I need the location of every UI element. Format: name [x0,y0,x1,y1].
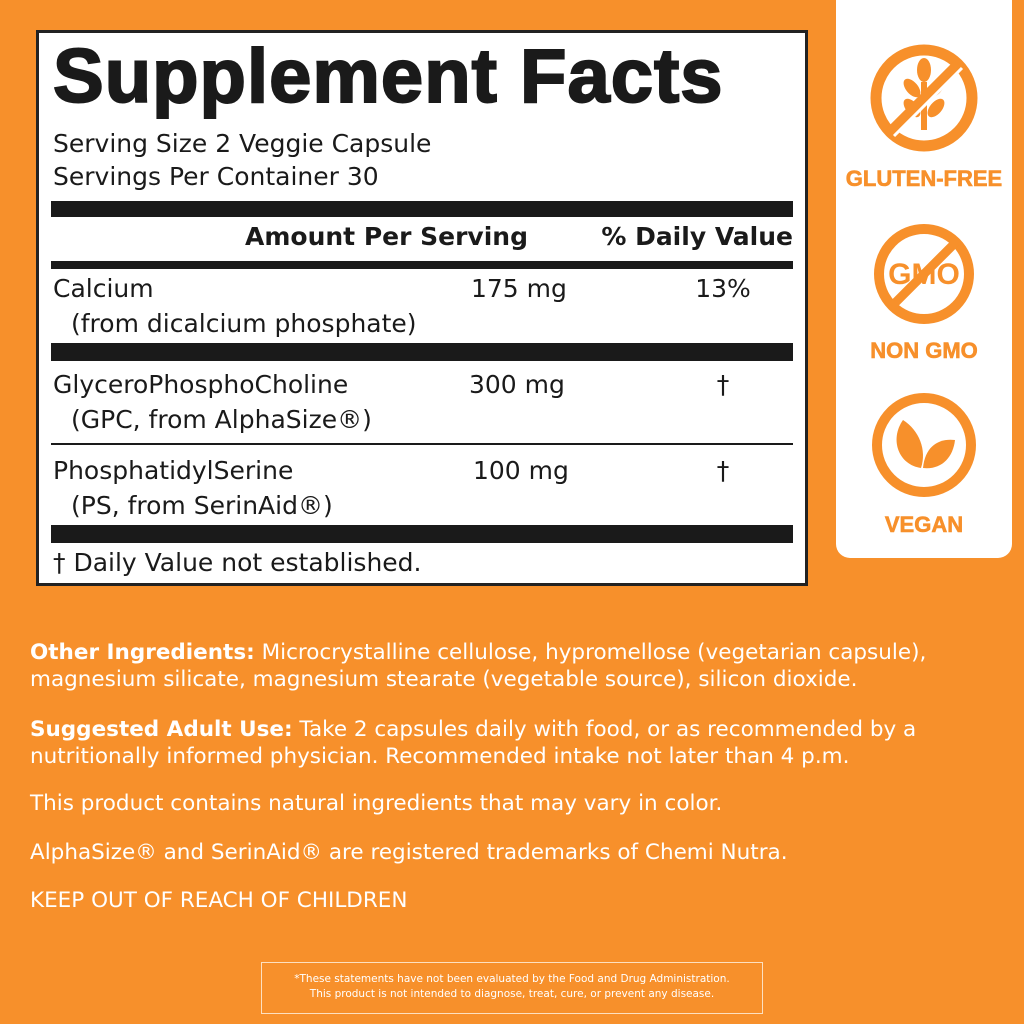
disclaimer-line: *These statements have not been evaluate… [294,973,730,985]
divider [51,443,793,445]
footnote: † Daily Value not established. [53,548,422,577]
divider [51,201,793,217]
badge-label: NON GMO [870,338,978,364]
divider [51,525,793,543]
serving-size: Serving Size 2 Veggie Capsule [53,129,432,158]
badge-vegan: VEGAN [836,390,1012,538]
color-note: This product contains natural ingredient… [30,791,723,816]
suggested-use: Suggested Adult Use: Take 2 capsules dai… [30,716,1010,770]
nutrient-source: (from dicalcium phosphate) [71,309,417,338]
nutrient-row: GlyceroPhosphoCholine (GPC, from AlphaSi… [53,367,791,437]
other-ingredients: Other Ingredients: Microcrystalline cell… [30,639,1010,693]
divider [51,261,793,269]
header-dv: % Daily Value [601,222,793,251]
nutrient-row: Calcium (from dicalcium phosphate) 175 m… [53,271,791,341]
badge-non-gmo: GMO NON GMO [836,222,1012,364]
badges-panel: GLUTEN-FREE GMO NON GMO VEGAN [836,0,1012,558]
nutrient-name: Calcium [53,274,154,303]
nutrient-name: PhosphatidylSerine [53,456,294,485]
other-ingredients-label: Other Ingredients: [30,640,255,665]
badge-gluten-free: GLUTEN-FREE [836,42,1012,192]
nutrient-dv: † [716,370,730,399]
no-gluten-wheat-icon [870,44,978,152]
nutrient-dv: † [716,456,730,485]
header-amount: Amount Per Serving [245,222,528,251]
badge-label: VEGAN [884,512,964,538]
facts-title: Supplement Facts [52,34,724,119]
disclaimer-line: This product is not intended to diagnose… [309,988,715,1000]
nutrient-amount: 300 mg [469,370,565,399]
nutrient-source: (GPC, from AlphaSize®) [71,405,372,434]
no-gmo-icon: GMO [874,224,974,324]
keep-out-warning: KEEP OUT OF REACH OF CHILDREN [30,888,408,913]
suggested-use-label: Suggested Adult Use: [30,717,293,742]
supplement-facts-panel: Supplement Facts Serving Size 2 Veggie C… [36,30,808,586]
badge-label: GLUTEN-FREE [845,166,1003,192]
nutrient-row: PhosphatidylSerine (PS, from SerinAid®) … [53,453,791,523]
column-headers: Amount Per Serving % Daily Value [53,217,793,257]
nutrient-amount: 100 mg [473,456,569,485]
suggested-use-text: Take 2 capsules daily with food, or as r… [30,717,917,769]
servings-per-container: Servings Per Container 30 [53,162,379,191]
other-ingredients-text: Microcrystalline cellulose, hypromellose… [30,640,927,692]
leaf-icon [872,393,976,497]
fda-disclaimer: *These statements have not been evaluate… [261,962,763,1014]
nutrient-dv: 13% [695,274,751,303]
nutrient-source: (PS, from SerinAid®) [71,491,333,520]
trademark-note: AlphaSize® and SerinAid® are registered … [30,840,788,865]
divider [51,343,793,361]
nutrient-amount: 175 mg [471,274,567,303]
nutrient-name: GlyceroPhosphoCholine [53,370,349,399]
